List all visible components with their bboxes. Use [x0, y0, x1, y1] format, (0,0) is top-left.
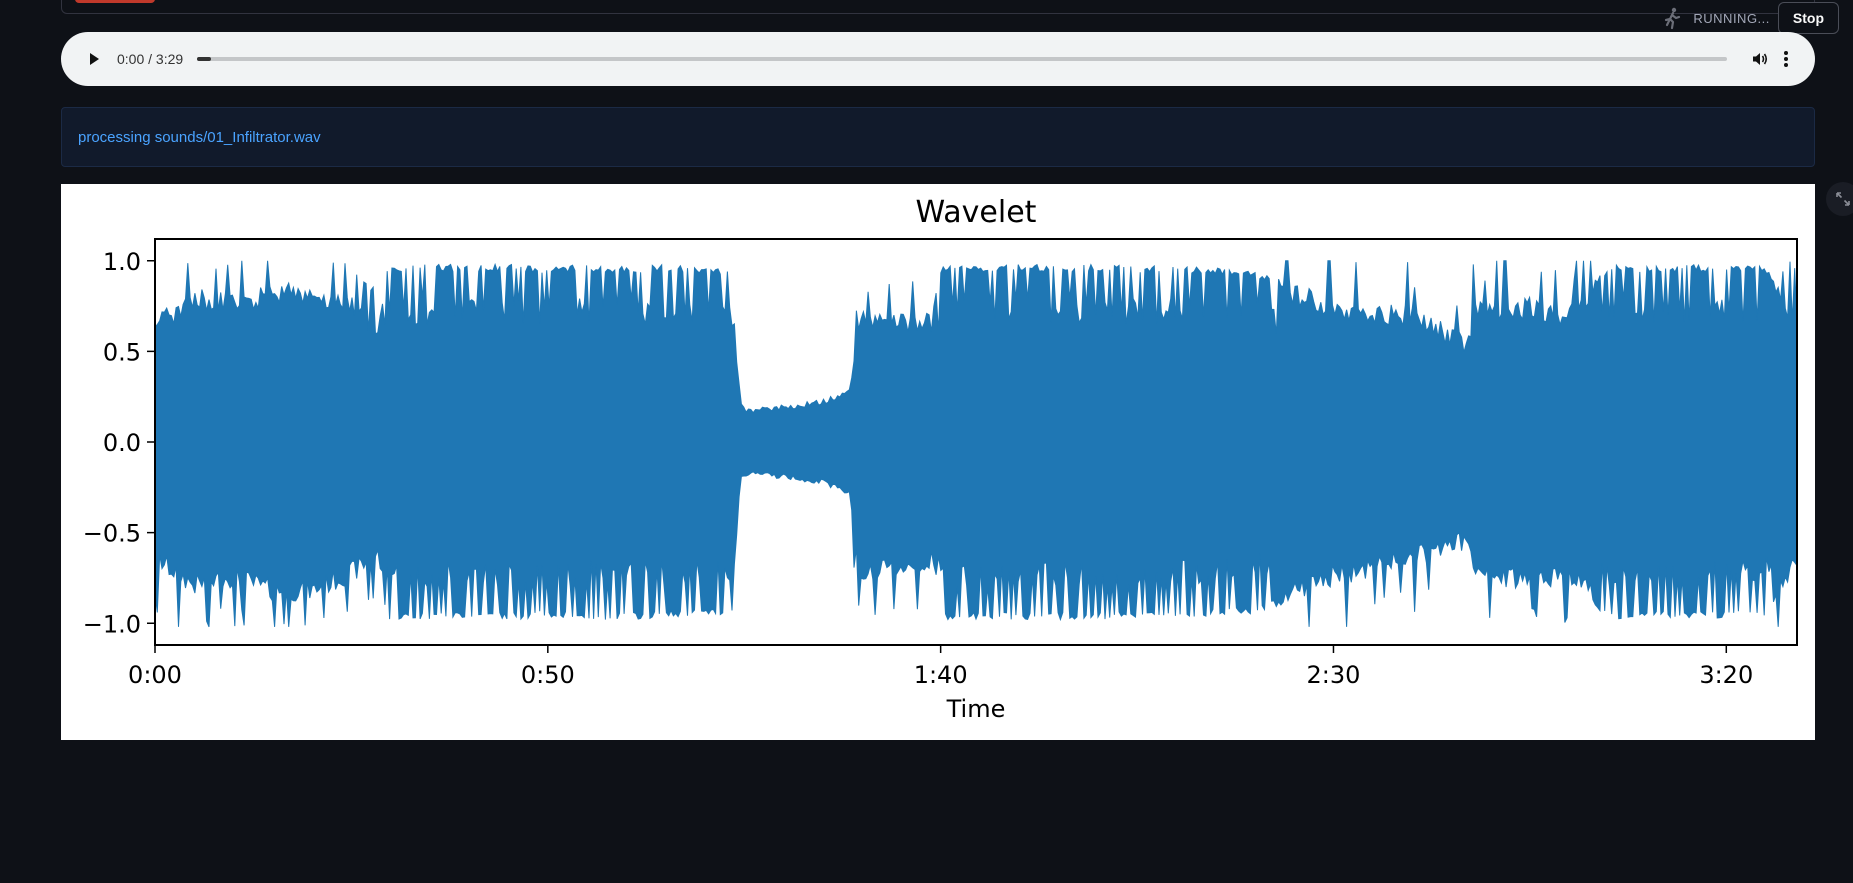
play-button[interactable] [81, 46, 107, 72]
y-tick-label: −0.5 [83, 520, 141, 548]
play-icon [90, 53, 99, 65]
stop-button[interactable]: Stop [1777, 2, 1839, 34]
x-tick-label: 0:00 [128, 661, 182, 689]
audio-time-display: 0:00 / 3:29 [117, 51, 184, 67]
y-tick-label: 1.0 [103, 248, 141, 276]
app-status-bar: RUNNING... Stop [1659, 0, 1853, 36]
audio-player: 0:00 / 3:29 [61, 32, 1815, 86]
y-tick-label: −1.0 [83, 610, 141, 638]
info-message-box: processing sounds/01_Infiltrator.wav [61, 107, 1815, 167]
volume-button[interactable] [1747, 46, 1773, 72]
x-axis-label: Time [946, 695, 1006, 723]
fullscreen-button[interactable] [1826, 182, 1853, 216]
waveform-chart: Wavelet Time 1.0 0.5 0.0 −0.5 −1.0 0:00 0:50 1:… [83, 195, 1798, 723]
running-status-label: RUNNING... [1693, 10, 1770, 26]
audio-seek-bar[interactable] [197, 57, 1727, 61]
x-tick-label: 2:30 [1307, 661, 1361, 689]
x-tick-label: 1:40 [914, 661, 968, 689]
x-tick-label: 3:20 [1699, 661, 1753, 689]
volume-icon [1753, 53, 1768, 65]
waveform-figure: Wavelet Time 1.0 0.5 0.0 −0.5 −1.0 0:00 0:50 1:… [61, 184, 1815, 740]
y-tick-label: 0.0 [103, 429, 141, 457]
previous-widget-container [61, 0, 1815, 14]
audio-seek-progress [197, 57, 211, 61]
waveform-series [154, 260, 1798, 628]
chart-title: Wavelet [916, 195, 1037, 230]
previous-widget-button[interactable] [75, 0, 155, 3]
info-message: processing sounds/01_Infiltrator.wav [78, 128, 321, 146]
more-options-button[interactable] [1773, 46, 1799, 72]
running-man-icon [1659, 5, 1685, 31]
y-tick-label: 0.5 [103, 338, 141, 366]
more-options-icon [1784, 51, 1788, 67]
x-tick-label: 0:50 [521, 661, 575, 689]
expand-icon [1836, 192, 1850, 206]
